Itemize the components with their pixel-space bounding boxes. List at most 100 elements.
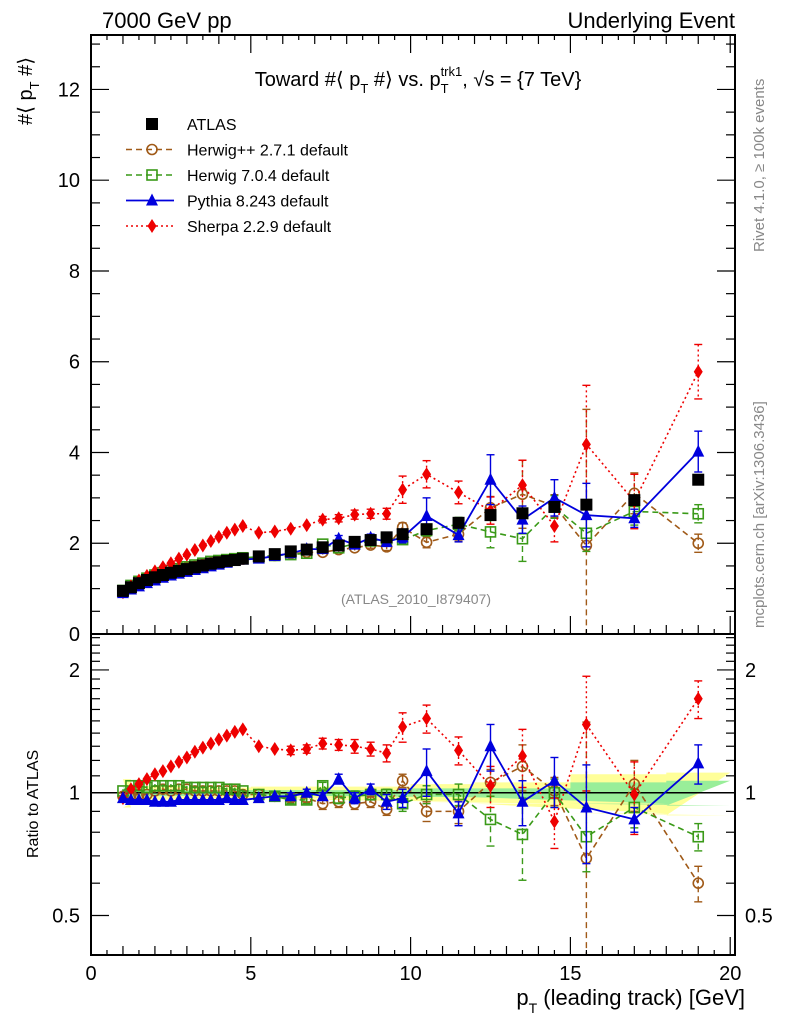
ratio-point xyxy=(190,744,200,759)
ratio-point xyxy=(396,774,409,787)
ratio-point xyxy=(549,814,559,829)
data-point xyxy=(238,518,248,533)
ratio-point xyxy=(182,750,192,765)
data-point xyxy=(174,551,184,566)
ratio-point xyxy=(629,787,639,802)
ratio-point xyxy=(270,741,280,756)
ratio-point xyxy=(628,812,641,825)
ratio-y-tick-label-right: 1 xyxy=(745,783,756,805)
ratio-series-herwig-2-7-1-default xyxy=(117,721,705,955)
series-line xyxy=(122,450,699,594)
y-tick-label: 12 xyxy=(58,79,80,101)
ratio-point xyxy=(334,737,344,752)
ratio-point xyxy=(364,795,377,808)
data-point xyxy=(422,467,432,482)
y-tick-label: 2 xyxy=(69,533,80,555)
data-point xyxy=(692,473,705,486)
data-point xyxy=(452,516,465,529)
data-point xyxy=(452,528,465,541)
ratio-point xyxy=(422,711,432,726)
data-point xyxy=(454,485,464,500)
data-point xyxy=(484,472,497,485)
data-point xyxy=(484,526,497,538)
legend-marker xyxy=(146,169,158,181)
x-tick-label: 20 xyxy=(719,963,741,985)
data-point xyxy=(517,478,527,493)
data-point xyxy=(382,506,392,521)
ratio-point xyxy=(222,728,232,743)
data-point xyxy=(420,536,433,549)
ratio-point xyxy=(148,794,161,807)
data-point xyxy=(516,507,529,520)
ratio-point xyxy=(268,789,281,802)
ratio-point xyxy=(188,792,201,805)
ratio-point xyxy=(220,791,233,804)
ratio-point xyxy=(692,877,705,889)
data-point xyxy=(396,528,409,541)
y-tick-label: 10 xyxy=(58,170,80,192)
ratio-point xyxy=(236,792,249,805)
data-point xyxy=(198,538,208,553)
x-tick-label: 10 xyxy=(399,963,421,985)
ratio-point xyxy=(318,736,328,751)
ratio-point xyxy=(350,739,360,754)
ratio-point xyxy=(484,739,497,752)
x-axis-label: pT (leading track) [GeV] xyxy=(516,985,745,1016)
data-point xyxy=(206,533,216,548)
y-tick-label: 0 xyxy=(69,624,80,646)
data-point xyxy=(580,498,593,511)
ratio-point xyxy=(517,749,527,764)
ratio-point xyxy=(302,741,312,756)
ratio-y-tick-label-right: 0.5 xyxy=(745,905,773,927)
legend: ATLAS Herwig++ 2.7.1 default Herwig 7.0.4 … xyxy=(126,117,349,236)
data-point xyxy=(286,521,296,536)
ratio-point xyxy=(484,813,497,826)
data-point xyxy=(318,512,328,527)
ratio-y-tick-label-left: 0.5 xyxy=(52,905,80,927)
data-point xyxy=(182,547,192,562)
series-pythia-8-243-default xyxy=(116,430,705,599)
main-ylabel: #⟨ pT #⟩ xyxy=(15,57,42,125)
ratio-point xyxy=(316,789,329,802)
ratio-point xyxy=(132,792,145,805)
ratio-series-pythia-8-243-default xyxy=(116,723,705,865)
ratio-point xyxy=(580,800,593,813)
legend-marker xyxy=(146,193,158,206)
data-point xyxy=(348,535,361,548)
ratio-point xyxy=(420,805,433,818)
data-point xyxy=(334,511,344,526)
ratio-point xyxy=(213,781,225,794)
data-point xyxy=(548,490,561,503)
legend-marker xyxy=(147,219,157,233)
ratio-point xyxy=(172,792,185,805)
ratio-point xyxy=(116,791,129,804)
legend-item: Pythia 8.243 default xyxy=(126,193,329,211)
data-point xyxy=(548,500,561,513)
data-point xyxy=(420,509,433,522)
ratio-point xyxy=(173,779,185,792)
ratio-point xyxy=(300,785,313,798)
data-point xyxy=(222,525,232,540)
data-point xyxy=(230,522,240,537)
legend-label: Pythia 8.243 default xyxy=(187,194,329,211)
data-point xyxy=(252,550,265,563)
series-line xyxy=(122,371,699,593)
ratio-point xyxy=(454,743,464,758)
ratio-y-tick-label-right: 2 xyxy=(745,660,756,682)
series-atlas xyxy=(116,473,705,597)
ratio-series-sherpa-2-2-9-default xyxy=(118,675,703,850)
data-point xyxy=(332,539,345,552)
ratio-point xyxy=(197,781,209,794)
main-title: Toward #⟨ pT #⟩ vs. pTtrk1, √s = {7 TeV} xyxy=(255,64,582,96)
x-tick-label: 0 xyxy=(85,963,96,985)
ratio-point xyxy=(214,732,224,747)
data-point xyxy=(270,524,280,539)
data-point xyxy=(268,548,281,561)
data-point xyxy=(693,364,703,379)
ratio-point xyxy=(181,781,193,794)
data-point xyxy=(364,534,377,547)
data-point xyxy=(316,541,329,554)
ratio-point xyxy=(693,691,703,706)
